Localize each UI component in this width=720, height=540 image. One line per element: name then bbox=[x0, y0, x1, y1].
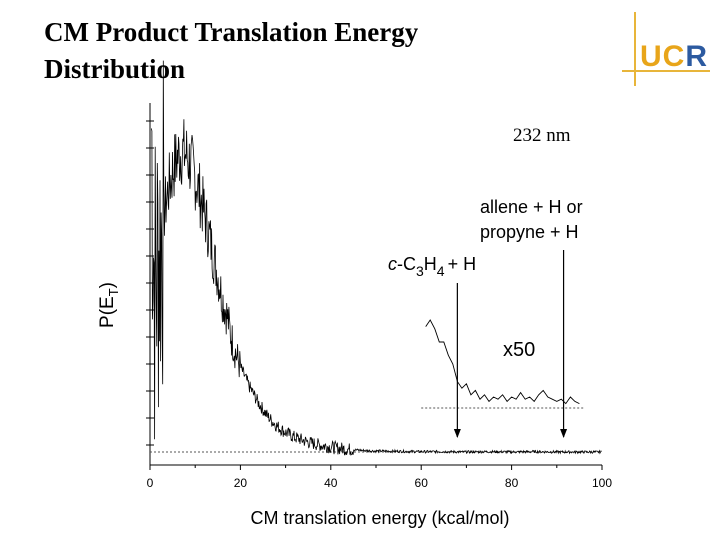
threshold-arrowhead-c3h4 bbox=[453, 429, 461, 438]
series-inset-line bbox=[425, 319, 580, 405]
plot-area: 0 20 40 60 80 100 bbox=[146, 60, 612, 490]
series-main-line bbox=[151, 60, 602, 456]
scale-label: x50 bbox=[503, 339, 535, 361]
logo-rule bbox=[634, 12, 636, 86]
svg-text:P(ET): P(ET) bbox=[97, 282, 121, 328]
ucr-logo: UCR bbox=[622, 12, 712, 88]
slide-title-line1: CM Product Translation Energy bbox=[44, 17, 419, 47]
x-tick-label: 20 bbox=[234, 476, 248, 490]
threshold-arrowhead-allene bbox=[560, 429, 568, 438]
x-tick-label: 40 bbox=[324, 476, 338, 490]
annotation-c3h4: c-C3H4 + H bbox=[388, 254, 476, 279]
slide-title-line2: Distribution bbox=[44, 54, 186, 84]
annotation-allene-line2: propyne + H bbox=[480, 222, 579, 242]
x-tick-label: 0 bbox=[147, 476, 154, 490]
x-tick-label: 60 bbox=[415, 476, 429, 490]
y-axis-label: P(ET) bbox=[97, 282, 121, 328]
x-axis-label: CM translation energy (kcal/mol) bbox=[250, 508, 509, 528]
x-tick-label: 100 bbox=[592, 476, 612, 490]
annotation-allene-line1: allene + H or bbox=[480, 197, 583, 217]
slide-title: CM Product Translation Energy Distributi… bbox=[44, 14, 514, 88]
x-tick-label: 80 bbox=[505, 476, 519, 490]
logo-text: UCR bbox=[640, 40, 709, 73]
wavelength-label: 232 nm bbox=[513, 125, 571, 146]
logo-underline bbox=[622, 70, 710, 72]
